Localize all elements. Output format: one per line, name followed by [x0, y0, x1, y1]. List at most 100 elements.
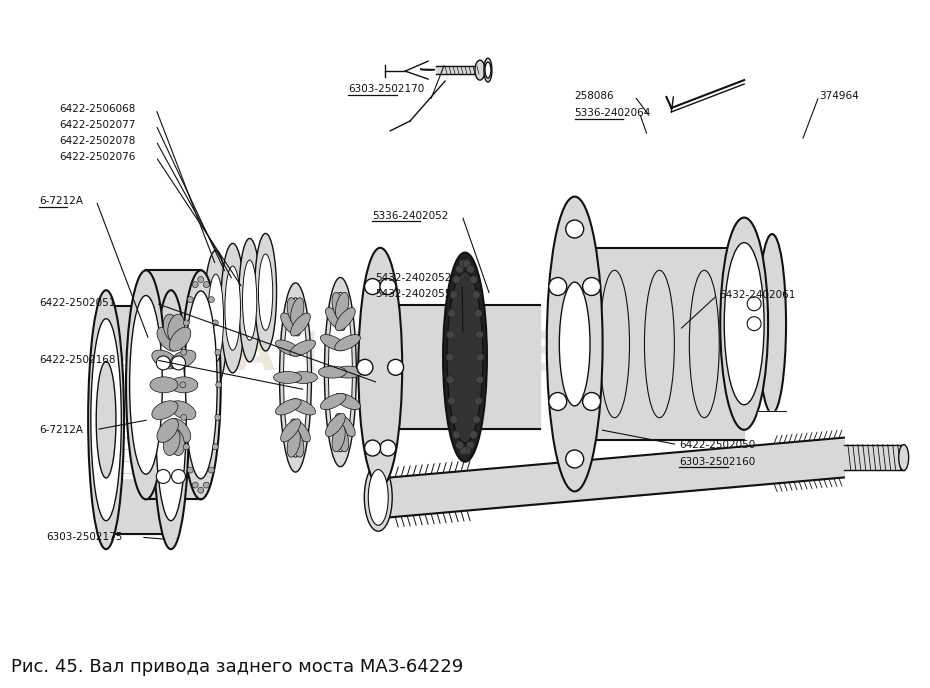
Circle shape: [183, 444, 190, 450]
Ellipse shape: [443, 252, 487, 462]
Circle shape: [198, 277, 204, 283]
Ellipse shape: [326, 308, 345, 331]
Ellipse shape: [170, 350, 196, 369]
Ellipse shape: [153, 290, 189, 549]
Ellipse shape: [157, 327, 179, 351]
Circle shape: [549, 393, 566, 411]
Ellipse shape: [220, 244, 245, 373]
Ellipse shape: [320, 394, 346, 409]
Ellipse shape: [332, 424, 345, 452]
Ellipse shape: [184, 291, 217, 479]
Ellipse shape: [208, 274, 223, 362]
Circle shape: [466, 265, 474, 273]
Ellipse shape: [167, 314, 184, 342]
Circle shape: [446, 376, 455, 384]
Ellipse shape: [325, 277, 356, 466]
Circle shape: [470, 276, 477, 283]
Circle shape: [447, 397, 456, 405]
Circle shape: [463, 260, 471, 268]
Circle shape: [215, 350, 220, 355]
Text: 6422-2502078: 6422-2502078: [60, 136, 136, 146]
Circle shape: [476, 353, 484, 361]
Circle shape: [549, 277, 566, 295]
Ellipse shape: [91, 319, 121, 521]
Circle shape: [459, 260, 467, 268]
Ellipse shape: [126, 270, 166, 499]
Text: 5432-2402061: 5432-2402061: [719, 290, 795, 300]
Circle shape: [582, 277, 601, 295]
Ellipse shape: [170, 401, 196, 420]
Ellipse shape: [484, 58, 492, 82]
Ellipse shape: [167, 428, 184, 455]
Circle shape: [183, 320, 190, 326]
Polygon shape: [420, 69, 435, 70]
Ellipse shape: [475, 60, 485, 80]
Text: 6-7212А: 6-7212А: [39, 195, 84, 206]
Text: 374964: 374964: [819, 91, 858, 101]
Text: 6303-2502175: 6303-2502175: [46, 533, 123, 542]
Ellipse shape: [287, 298, 300, 325]
Circle shape: [456, 265, 464, 273]
Text: 6422-2506068: 6422-2506068: [60, 104, 136, 114]
Ellipse shape: [336, 308, 355, 331]
Ellipse shape: [289, 372, 317, 383]
Circle shape: [365, 279, 380, 294]
Ellipse shape: [335, 366, 363, 378]
Ellipse shape: [335, 394, 361, 409]
Ellipse shape: [170, 377, 198, 393]
Text: 5432-2402055: 5432-2402055: [376, 289, 452, 299]
Circle shape: [187, 467, 193, 473]
Ellipse shape: [365, 464, 392, 531]
Circle shape: [171, 469, 185, 484]
Ellipse shape: [328, 292, 352, 452]
Circle shape: [459, 447, 467, 455]
Circle shape: [472, 416, 480, 424]
Ellipse shape: [291, 298, 304, 325]
Text: 6422-2502077: 6422-2502077: [60, 120, 136, 130]
Circle shape: [456, 441, 464, 449]
Circle shape: [582, 393, 601, 411]
Ellipse shape: [225, 266, 241, 350]
Ellipse shape: [287, 430, 300, 457]
Circle shape: [193, 281, 198, 288]
Ellipse shape: [164, 314, 180, 342]
Ellipse shape: [758, 234, 786, 413]
Ellipse shape: [547, 197, 603, 491]
Circle shape: [447, 310, 456, 317]
Circle shape: [187, 297, 193, 303]
Ellipse shape: [259, 254, 272, 330]
Ellipse shape: [290, 399, 315, 415]
Ellipse shape: [284, 298, 308, 457]
Text: 6303-2502160: 6303-2502160: [679, 457, 755, 466]
Ellipse shape: [281, 419, 300, 442]
Circle shape: [450, 416, 458, 424]
Circle shape: [475, 331, 484, 338]
Ellipse shape: [157, 418, 179, 442]
Circle shape: [463, 447, 471, 455]
Circle shape: [565, 450, 584, 468]
Circle shape: [171, 356, 185, 370]
Ellipse shape: [485, 62, 491, 78]
Circle shape: [388, 359, 404, 375]
Circle shape: [212, 444, 219, 450]
Ellipse shape: [291, 430, 304, 457]
Circle shape: [180, 350, 187, 355]
Ellipse shape: [559, 282, 590, 406]
Ellipse shape: [447, 271, 483, 443]
Circle shape: [747, 297, 761, 311]
Ellipse shape: [318, 366, 346, 378]
Ellipse shape: [180, 270, 220, 499]
Circle shape: [466, 441, 474, 449]
Circle shape: [208, 467, 214, 473]
Text: 5432-2402052: 5432-2402052: [376, 273, 452, 283]
Circle shape: [565, 220, 584, 238]
Circle shape: [180, 414, 187, 420]
Circle shape: [747, 316, 761, 331]
Ellipse shape: [368, 469, 388, 525]
Circle shape: [446, 353, 454, 361]
Ellipse shape: [164, 428, 180, 455]
Circle shape: [215, 414, 220, 420]
Text: 6422-2502076: 6422-2502076: [60, 152, 136, 162]
Ellipse shape: [169, 327, 191, 351]
Text: 258086: 258086: [575, 91, 615, 101]
